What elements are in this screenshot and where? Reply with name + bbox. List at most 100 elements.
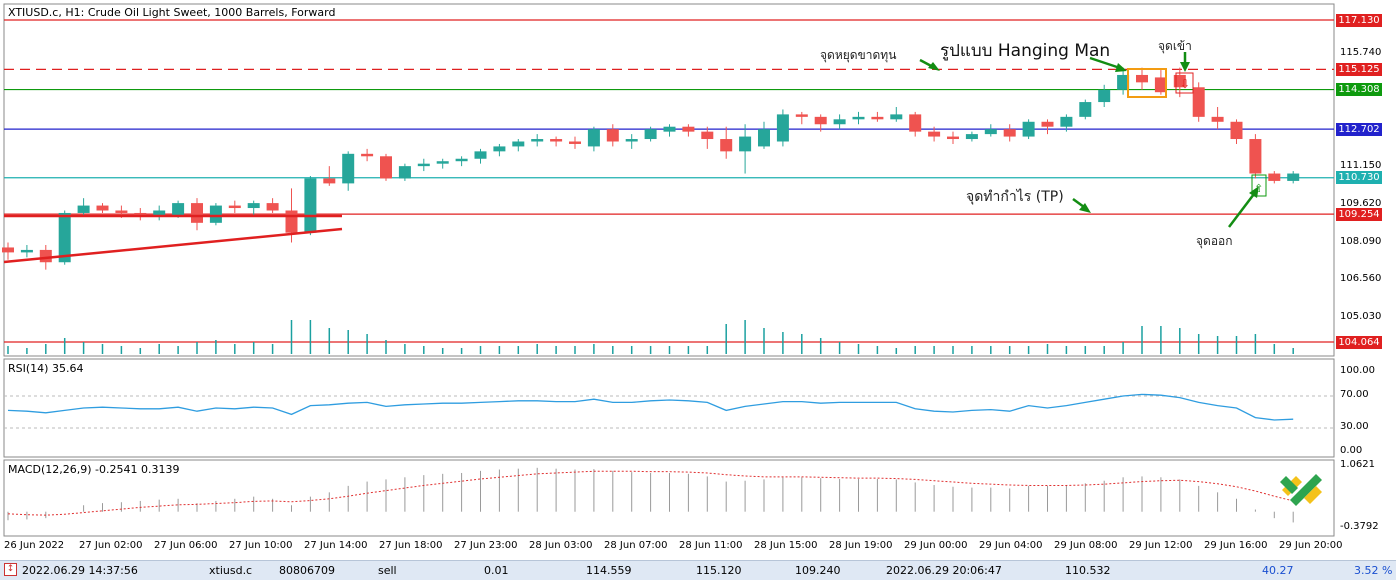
time-tick: 28 Jun 15:00 [754, 540, 818, 551]
candle-body [890, 114, 903, 120]
candle-body [209, 205, 222, 223]
time-tick: 28 Jun 07:00 [604, 540, 668, 551]
trade-status-bar[interactable]: ↕ 2022.06.29 14:37:56 xtiusd.c 80806709 … [0, 560, 1396, 580]
close-price: 110.532 [1065, 564, 1111, 577]
candle-body [323, 178, 336, 184]
stop-loss-price: 115.120 [696, 564, 742, 577]
candle-body [266, 203, 279, 211]
level-tag: 115.125 [1336, 62, 1382, 76]
macd-tick: -0.3792 [1340, 521, 1379, 532]
price-tick: 109.620 [1340, 198, 1382, 210]
chart-canvas[interactable]: ⇩ ⇧ [0, 0, 1396, 560]
candle-body [814, 116, 827, 125]
candle-body [455, 158, 468, 162]
candle-body [1249, 139, 1262, 174]
stop-loss-label: จุดหยุดขาดทุน [820, 48, 897, 62]
candle-body [20, 249, 33, 253]
candle-body [1041, 121, 1054, 127]
price-tick: 108.090 [1340, 235, 1382, 247]
take-profit-price: 109.240 [795, 564, 841, 577]
candle-body [569, 141, 581, 144]
candle-body [398, 166, 411, 179]
broker-logo [1280, 474, 1322, 506]
price-tick: 105.030 [1340, 311, 1382, 323]
candle-body [2, 247, 14, 253]
trade-type: sell [378, 564, 397, 577]
candle-body [531, 139, 544, 142]
level-tag: 117.130 [1336, 13, 1382, 27]
candle-body [493, 146, 506, 152]
rsi-tick: 30.00 [1340, 421, 1369, 432]
open-time: 2022.06.29 14:37:56 [22, 564, 138, 577]
candle-body [1192, 87, 1205, 117]
candle-body [1022, 121, 1035, 137]
level-lines [4, 19, 1334, 343]
candle-body [1211, 116, 1224, 122]
candle-body [1268, 173, 1281, 181]
macd-tick: 1.0621 [1340, 459, 1375, 470]
candle-body [663, 126, 676, 132]
time-tick: 28 Jun 03:00 [529, 540, 593, 551]
trend-drawings: ⇩ ⇧ [3, 68, 1267, 264]
rsi-series [7, 393, 1294, 421]
candle-body [304, 178, 317, 233]
time-tick: 27 Jun 23:00 [454, 540, 518, 551]
macd-signal-line [7, 470, 1294, 516]
price-tick: 115.740 [1340, 47, 1382, 59]
candle-body [701, 131, 714, 140]
candle-body [776, 114, 789, 142]
level-tag: 110.730 [1336, 171, 1382, 185]
volume-bars [7, 320, 1294, 354]
candle-body [587, 129, 600, 147]
candle-body [417, 163, 430, 167]
candle-body [153, 210, 166, 216]
trade-volume: 0.01 [484, 564, 509, 577]
candle-body [1079, 102, 1092, 117]
candle-body [474, 151, 487, 159]
candle-body [58, 212, 71, 263]
level-tag: 114.308 [1336, 83, 1382, 97]
time-tick: 29 Jun 08:00 [1054, 540, 1118, 551]
sell-order-icon: ↕ [4, 563, 17, 576]
candle-body [1117, 74, 1130, 90]
take-profit-label: จุดทำกำไร (TP) [966, 189, 1064, 205]
candle-body [1173, 74, 1186, 88]
candle-body [436, 161, 449, 164]
rsi-tick: 100.00 [1340, 365, 1375, 376]
close-time: 2022.06.29 20:06:47 [886, 564, 1002, 577]
candle-body [1230, 121, 1243, 140]
candle-body [739, 136, 752, 152]
candle-body [852, 116, 865, 120]
candle-body [191, 203, 203, 223]
candle-body [512, 141, 525, 147]
candle-body [550, 139, 563, 142]
candle-body [795, 114, 808, 117]
candle-body [984, 129, 997, 135]
candle-body [39, 249, 52, 263]
candle-body [606, 129, 619, 142]
candle-body [1098, 89, 1111, 103]
candle-body [1154, 77, 1167, 93]
rsi-tick: 70.00 [1340, 389, 1369, 400]
candle-body [380, 156, 392, 179]
candle-body [644, 129, 657, 140]
candle-body [115, 210, 128, 213]
entry-arrow-icon: ⇩ [1180, 77, 1190, 91]
profit-percent: 3.52 % [1354, 564, 1393, 577]
candle-body [96, 205, 109, 211]
time-tick: 27 Jun 18:00 [379, 540, 443, 551]
ticket-number: 80806709 [279, 564, 335, 577]
time-tick: 28 Jun 11:00 [679, 540, 743, 551]
time-tick: 27 Jun 06:00 [154, 540, 218, 551]
pattern-label: รูปแบบ Hanging Man [940, 41, 1111, 61]
time-tick: 27 Jun 02:00 [79, 540, 143, 551]
rsi-pane-frame [3, 358, 1335, 458]
candle-body [134, 212, 147, 216]
candle-body [247, 203, 260, 209]
exit-marker [1251, 174, 1267, 197]
candle-body [342, 153, 355, 184]
candlesticks [2, 67, 1300, 270]
open-price: 114.559 [586, 564, 632, 577]
candle-body [947, 136, 959, 140]
time-tick: 29 Jun 04:00 [979, 540, 1043, 551]
